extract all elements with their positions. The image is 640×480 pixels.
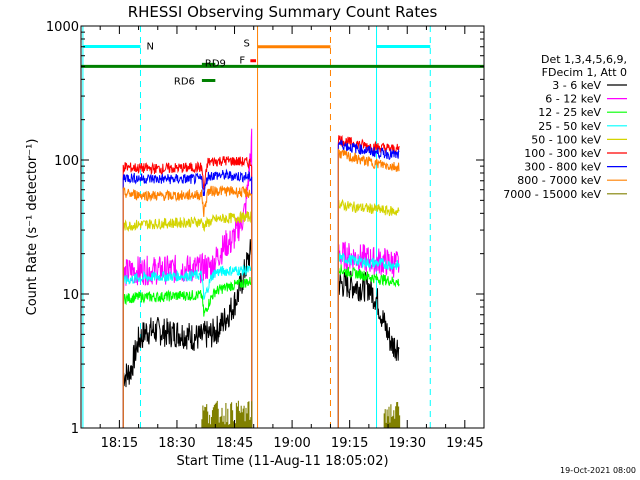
y-tick-label-2: 100 [54, 154, 79, 169]
x-tick-label-0: 18:15 [101, 436, 138, 451]
decim-flag-label-1: RD6 [174, 76, 195, 87]
x-tick-label-1: 18:30 [158, 436, 195, 451]
legend-label-1: 6 - 12 keV [545, 93, 601, 106]
legend-label-0: 3 - 6 keV [552, 79, 601, 92]
decim-flag-label-0: RD9 [205, 58, 226, 69]
x-axis-title: Start Time (11-Aug-11 18:05:02) [176, 454, 388, 469]
series-300-800-keV-line [122, 139, 400, 428]
legend-label-4: 50 - 100 keV [531, 133, 601, 146]
legend-header-1: FDecim 1, Att 0 [542, 66, 627, 79]
x-tick-label-2: 18:45 [216, 436, 253, 451]
y-tick-label-0: 1 [71, 422, 79, 437]
series-7000-15000-keV-line [201, 400, 401, 428]
chart-title: RHESSI Observing Summary Count Rates [128, 3, 438, 21]
night-label-0: N [146, 41, 153, 52]
flag-markers: N SF RD9 RD6 [81, 26, 484, 428]
y-axis: 1 10 100 1000 [46, 20, 484, 437]
x-tick-label-3: 19:00 [273, 436, 310, 451]
y-tick-label-1: 10 [62, 288, 79, 303]
y-axis-title: Count Rate (s⁻¹ detector⁻¹) [25, 139, 40, 316]
series-25-50-keV-line [122, 251, 400, 428]
y-tick-label-3: 1000 [46, 20, 79, 35]
plot-frame [80, 25, 485, 429]
footer-date-stamp: 19-Oct-2021 08:00 [560, 466, 636, 475]
saa-label: S [244, 39, 250, 50]
x-tick-label-6: 19:45 [446, 436, 483, 451]
x-tick-label-4: 19:15 [331, 436, 368, 451]
data-series [122, 128, 401, 428]
legend-label-6: 300 - 800 keV [524, 161, 601, 174]
series-12-25-keV-line [122, 264, 400, 428]
legend-header-0: Det 1,3,4,5,6,9, [541, 53, 627, 66]
series-50-100-keV-line [122, 198, 400, 428]
legend-label-3: 25 - 50 keV [538, 120, 601, 133]
flare-flag-label: F [239, 56, 245, 67]
legend-label-7: 800 - 7000 keV [517, 174, 601, 187]
legend: Det 1,3,4,5,6,9,FDecim 1, Att 03 - 6 keV… [503, 53, 627, 201]
series-800-7000-keV-line [122, 148, 400, 428]
x-tick-label-5: 19:30 [389, 436, 426, 451]
legend-label-2: 12 - 25 keV [538, 106, 601, 119]
series-3-6-keV-line [122, 239, 400, 428]
x-axis: 18:15 18:30 18:45 19:00 19:15 19:30 19:45 [99, 26, 484, 451]
legend-label-5: 100 - 300 keV [524, 147, 601, 160]
legend-label-8: 7000 - 15000 keV [503, 188, 601, 201]
